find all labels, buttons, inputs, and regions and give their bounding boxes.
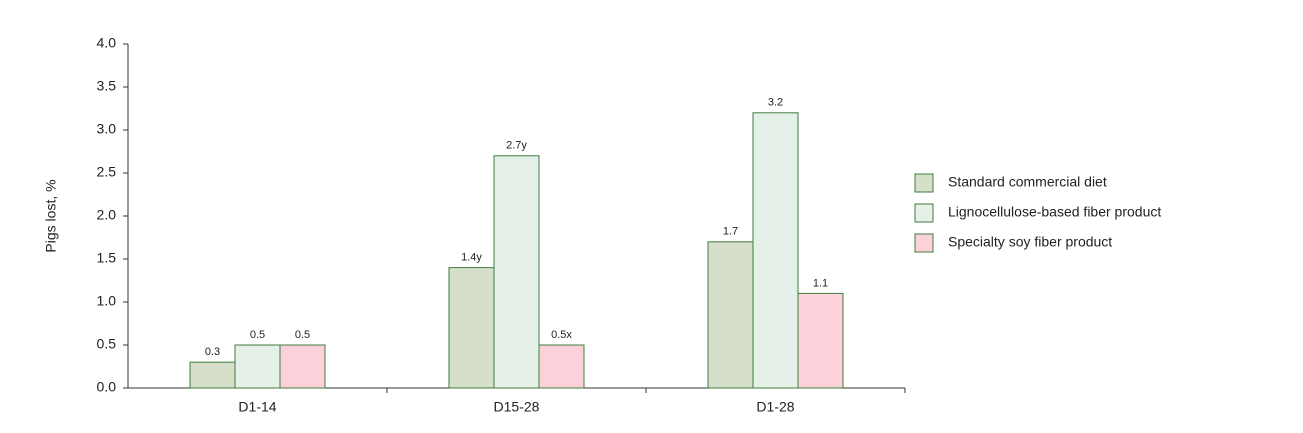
data-label: 1.4y: [461, 252, 482, 264]
bar: [234, 344, 281, 389]
y-tick-label: 3.0: [97, 121, 117, 137]
data-label: 0.5: [295, 329, 310, 341]
data-label: 1.1: [813, 277, 828, 289]
legend-label: Specialty soy fiber product: [948, 234, 1112, 250]
bar: [752, 112, 799, 389]
data-label: 0.3: [205, 346, 220, 358]
legend-swatch: [914, 203, 934, 223]
y-tick-label: 2.5: [97, 164, 117, 180]
data-label: 0.5x: [551, 329, 572, 341]
legend-label: Standard commercial diet: [948, 174, 1107, 190]
x-tick-label: D15-28: [494, 399, 540, 415]
data-label: 3.2: [768, 97, 783, 109]
y-tick-label: 3.5: [97, 78, 117, 94]
legend-label: Lignocellulose-based fiber product: [948, 204, 1161, 220]
bar: [538, 344, 585, 389]
bar: [189, 361, 236, 389]
data-label: 1.7: [723, 226, 738, 238]
legend-swatch: [914, 233, 934, 253]
data-label: 2.7y: [506, 140, 527, 152]
x-tick-label: D1-14: [238, 399, 276, 415]
bar: [797, 292, 844, 389]
y-tick-label: 1.0: [97, 293, 117, 309]
y-tick-label: 4.0: [97, 35, 117, 51]
data-label: 0.5: [250, 329, 265, 341]
bar: [279, 344, 326, 389]
bar: [493, 155, 540, 389]
y-tick-label: 1.5: [97, 250, 117, 266]
bar: [448, 267, 495, 389]
y-axis-label: Pigs lost, %: [43, 179, 59, 252]
bar: [707, 241, 754, 389]
y-tick-label: 0.0: [97, 379, 117, 395]
legend-swatch: [914, 173, 934, 193]
y-tick-label: 2.0: [97, 207, 117, 223]
y-tick-label: 0.5: [97, 336, 117, 352]
x-tick-label: D1-28: [756, 399, 794, 415]
